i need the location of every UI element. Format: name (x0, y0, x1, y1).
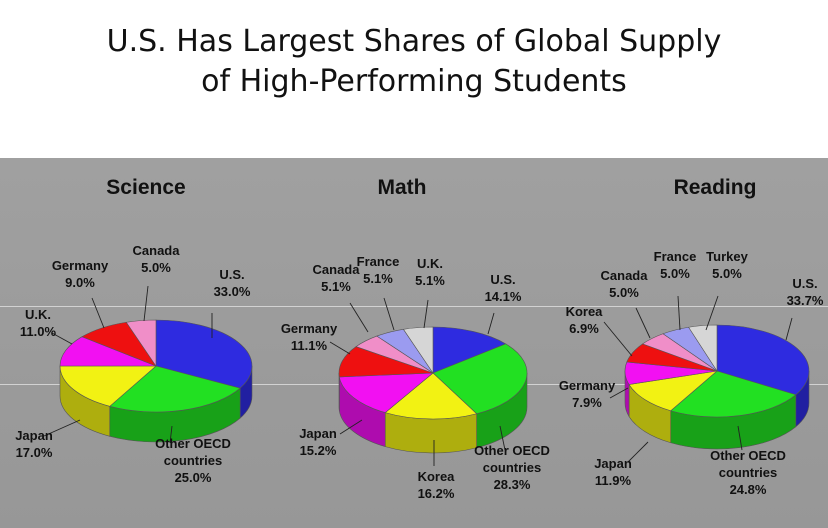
reading-label-other-oecd-countries: Other OECD countries 24.8% (710, 448, 786, 497)
science-label-other-oecd-countries: Other OECD countries 25.0% (155, 436, 231, 485)
leader-line (143, 285, 149, 322)
reading-slice-japan (628, 370, 718, 412)
science-slice-u-k (59, 336, 157, 367)
math-label-germany: Germany 11.1% (281, 321, 338, 353)
slide-title: U.S. Has Largest Shares of Global Supply… (0, 22, 828, 102)
science-slice-other-oecd-countries (109, 365, 241, 413)
slide-title-line-2: of High-Performing Students (201, 64, 627, 99)
leader-line (383, 297, 395, 331)
science-slice-canada (125, 319, 157, 367)
math-slice-japan (338, 372, 434, 413)
reading-label-canada: Canada 5.0% (601, 268, 649, 300)
leader-line (43, 419, 81, 437)
science-label-germany: Germany 9.0% (52, 258, 109, 290)
leader-line (339, 419, 363, 435)
math-label-u-k: U.K. 5.1% (415, 256, 445, 288)
math-slice-u-k (402, 326, 434, 374)
leader-line (785, 317, 793, 341)
leader-line (169, 425, 173, 444)
leader-line (737, 425, 743, 451)
leader-line (51, 332, 73, 345)
math-label-japan: Japan 15.2% (299, 426, 337, 458)
math-label-france: France 5.1% (357, 254, 400, 286)
math-label-other-oecd-countries: Other OECD countries 28.3% (474, 443, 550, 492)
science-pie: U.S. 33.0% Other OECD countries 25.0% Japan 17… (15, 243, 253, 485)
reading-label-france: France 5.0% (654, 249, 697, 281)
math-slice-u-s (432, 326, 507, 374)
math-label-u-s: U.S. 14.1% (485, 272, 522, 304)
gridline (0, 306, 828, 307)
reading-slice-turkey (688, 324, 718, 373)
reading-chart-title: Reading (673, 176, 757, 199)
leader-line (609, 387, 629, 399)
reading-label-turkey: Turkey 5.0% (706, 249, 748, 281)
science-slice-japan (59, 365, 157, 407)
science-label-u-s: U.S. 33.0% (214, 267, 251, 299)
pie-charts: U.S. 33.0% Other OECD countries 25.0% Japan 17… (15, 243, 824, 501)
math-label-canada: Canada 5.1% (313, 262, 361, 294)
math-slice-germany (338, 346, 434, 378)
math-slice-other-oecd-countries (432, 343, 528, 415)
reading-label-germany: Germany 7.9% (559, 378, 616, 410)
leader-line (603, 321, 633, 357)
leader-line (329, 341, 351, 355)
leader-line (423, 299, 429, 329)
chart-panel: Science Math Reading U.S. 33.0% Other OECD… (0, 158, 828, 528)
leader-line (705, 295, 719, 331)
math-pie: U.S. 14.1% Other OECD countries 28.3% Korea 16… (281, 254, 550, 501)
science-chart-title: Science (106, 176, 186, 199)
slide-title-line-1: U.S. Has Largest Shares of Global Supply (106, 24, 722, 59)
leader-line (487, 312, 495, 335)
leader-line (91, 297, 105, 329)
leader-line (349, 302, 369, 333)
science-label-japan: Japan 17.0% (15, 428, 53, 460)
leader-line (499, 425, 506, 451)
leader-line (627, 441, 649, 463)
reading-label-japan: Japan 11.9% (594, 456, 632, 488)
math-slice-korea (384, 372, 478, 420)
leader-line (635, 307, 651, 339)
reading-label-u-s: U.S. 33.7% (787, 276, 824, 308)
math-label-korea: Korea 16.2% (418, 469, 456, 501)
science-slice-u-s (155, 319, 253, 389)
science-label-u-k: U.K. 11.0% (20, 307, 57, 339)
math-chart-title: Math (377, 176, 427, 199)
reading-slice-other-oecd-countries (670, 370, 797, 418)
reading-slice-u-s (716, 324, 810, 396)
reading-label-korea: Korea 6.9% (566, 304, 604, 336)
leader-line (677, 295, 681, 331)
reading-pie: U.S. 33.7% Other OECD countries 24.8% Japan 11… (559, 249, 824, 497)
science-label-canada: Canada 5.0% (133, 243, 181, 275)
